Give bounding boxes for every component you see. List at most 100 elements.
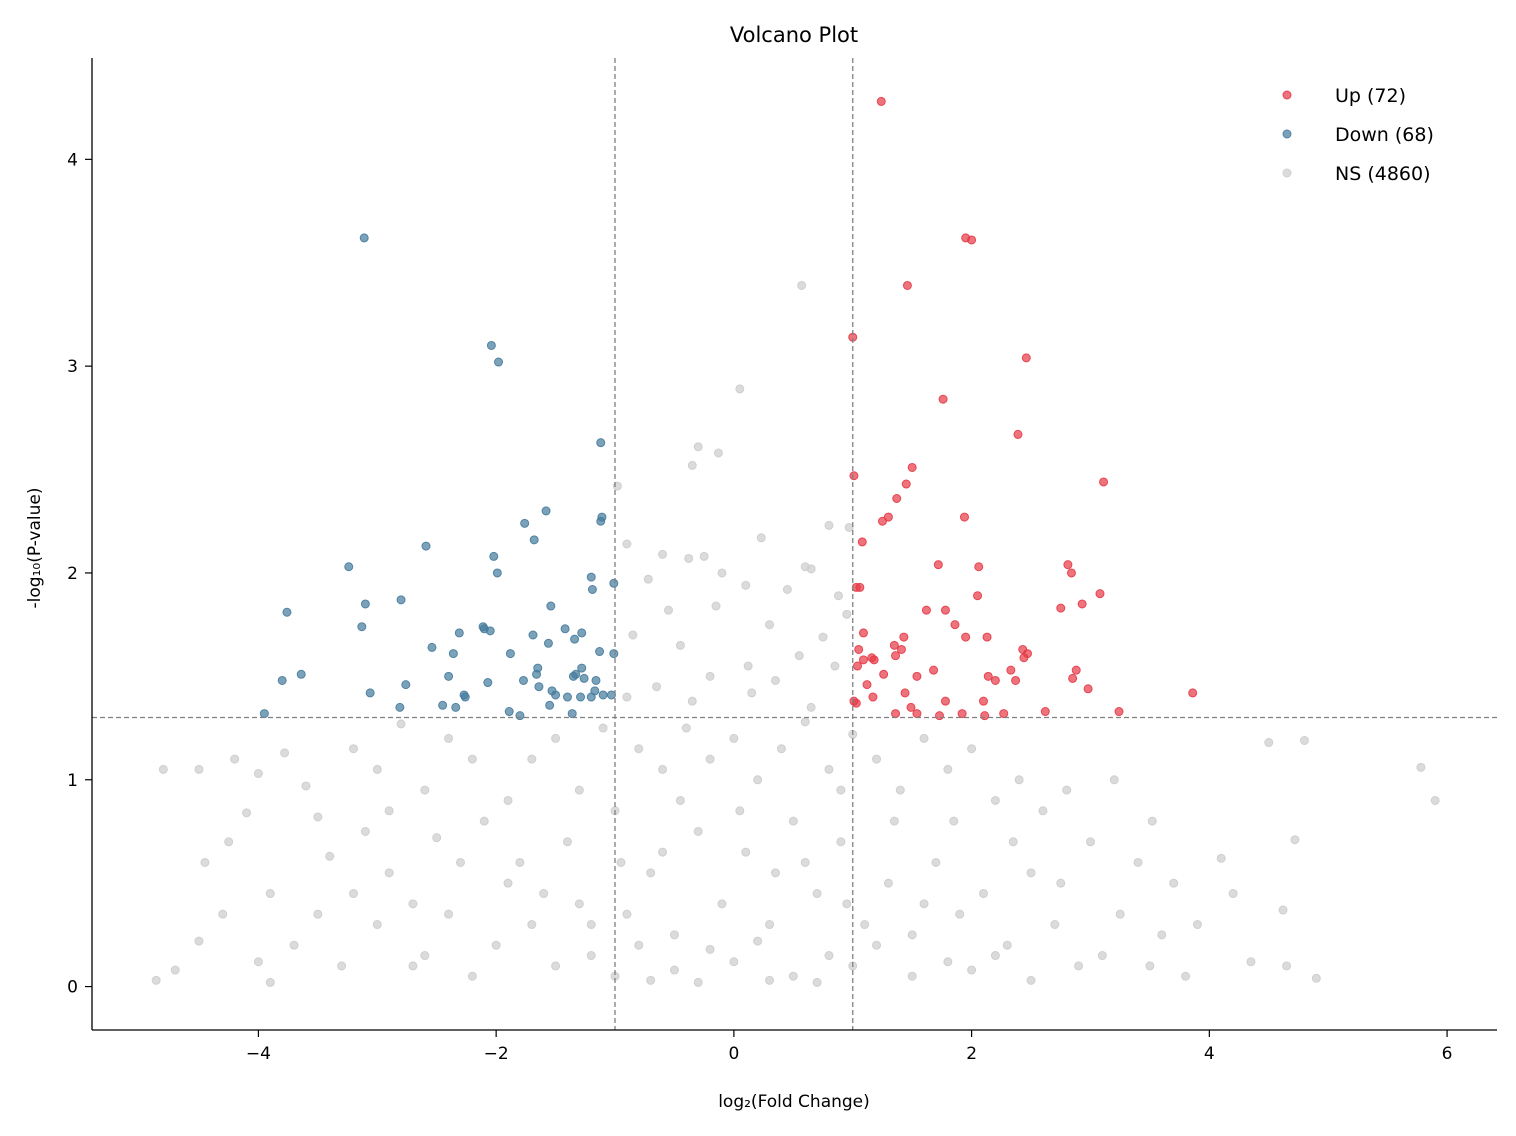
point-up-13 — [959, 512, 969, 522]
point-ns-145 — [444, 909, 454, 919]
point-ns-76 — [372, 920, 382, 930]
point-up-7 — [1013, 429, 1023, 439]
point-up-20 — [1066, 568, 1076, 578]
point-ns-103 — [967, 744, 977, 754]
points-layer — [151, 96, 1440, 987]
point-ns-56 — [218, 909, 228, 919]
point-up-15 — [877, 516, 887, 526]
point-ns-57 — [194, 936, 204, 946]
point-ns-122 — [622, 909, 632, 919]
y-tick-label: 3 — [67, 357, 78, 377]
point-ns-167 — [1056, 878, 1066, 888]
point-down-52 — [551, 690, 561, 700]
point-ns-160 — [574, 899, 584, 909]
point-ns-0 — [797, 280, 807, 290]
point-up-40 — [858, 655, 868, 665]
point-ns-99 — [872, 754, 882, 764]
legend-label-0: Up (72) — [1335, 85, 1406, 107]
point-ns-21 — [664, 605, 674, 615]
point-down-32 — [448, 649, 458, 659]
point-down-14 — [609, 578, 619, 588]
point-down-61 — [451, 702, 461, 712]
point-ns-27 — [743, 661, 753, 671]
point-up-66 — [980, 711, 990, 721]
point-ns-149 — [753, 936, 763, 946]
chart-title: Volcano Plot — [730, 23, 858, 47]
point-up-18 — [974, 562, 984, 572]
point-down-40 — [571, 669, 581, 679]
point-ns-133 — [1145, 961, 1155, 971]
point-ns-175 — [265, 977, 275, 987]
point-ns-117 — [836, 837, 846, 847]
point-ns-95 — [776, 744, 786, 754]
legend-marker-1 — [1282, 129, 1292, 139]
point-ns-89 — [634, 744, 644, 754]
y-tick-label: 4 — [67, 150, 78, 170]
point-ns-87 — [586, 920, 596, 930]
point-ns-3 — [687, 460, 697, 470]
point-ns-171 — [800, 857, 810, 867]
point-ns-58 — [253, 769, 263, 779]
point-ns-134 — [1181, 971, 1191, 981]
point-ns-154 — [1074, 961, 1084, 971]
point-up-57 — [868, 692, 878, 702]
point-up-25 — [1077, 599, 1087, 609]
point-ns-105 — [1014, 775, 1024, 785]
point-down-36 — [577, 663, 587, 673]
y-tick-label: 2 — [67, 564, 78, 584]
point-ns-132 — [1097, 951, 1107, 961]
point-ns-45 — [151, 975, 161, 985]
point-down-62 — [395, 702, 405, 712]
point-ns-176 — [1228, 889, 1238, 899]
point-ns-110 — [1133, 857, 1143, 867]
point-ns-148 — [705, 944, 715, 954]
point-ns-55 — [224, 837, 234, 847]
point-ns-172 — [919, 899, 929, 909]
point-ns-44 — [1311, 973, 1321, 983]
point-ns-100 — [895, 785, 905, 795]
point-ns-52 — [1246, 957, 1256, 967]
point-down-7 — [520, 518, 530, 528]
point-ns-53 — [194, 764, 204, 774]
point-down-28 — [570, 634, 580, 644]
point-up-0 — [876, 96, 886, 106]
legend-marker-0 — [1282, 90, 1292, 100]
point-ns-177 — [1157, 930, 1167, 940]
point-ns-73 — [455, 857, 465, 867]
point-ns-185 — [646, 975, 656, 985]
point-ns-118 — [788, 816, 798, 826]
point-ns-94 — [753, 775, 763, 785]
point-ns-6 — [622, 539, 632, 549]
point-ns-161 — [658, 847, 668, 857]
point-ns-179 — [253, 957, 263, 967]
point-ns-147 — [634, 940, 644, 950]
point-ns-115 — [931, 857, 941, 867]
point-ns-60 — [301, 781, 311, 791]
point-up-67 — [1040, 707, 1050, 717]
point-ns-17 — [842, 609, 852, 619]
point-up-70 — [999, 709, 1009, 719]
point-ns-12 — [699, 551, 709, 561]
point-ns-116 — [883, 878, 893, 888]
point-up-10 — [901, 479, 911, 489]
point-ns-183 — [765, 975, 775, 985]
point-down-47 — [534, 682, 544, 692]
point-ns-84 — [515, 857, 525, 867]
point-ns-11 — [684, 553, 694, 563]
point-ns-37 — [1264, 738, 1274, 748]
point-up-24 — [1095, 589, 1105, 599]
point-ns-15 — [800, 562, 810, 572]
point-ns-1 — [735, 384, 745, 394]
point-ns-135 — [551, 961, 561, 971]
point-ns-23 — [765, 620, 775, 630]
point-ns-104 — [990, 795, 1000, 805]
point-ns-170 — [735, 806, 745, 816]
point-ns-38 — [1299, 735, 1309, 745]
point-ns-43 — [1282, 961, 1292, 971]
point-ns-2 — [693, 442, 703, 452]
point-ns-169 — [675, 795, 685, 805]
point-up-26 — [1056, 603, 1066, 613]
point-up-53 — [1019, 653, 1029, 663]
point-down-48 — [401, 680, 411, 690]
point-ns-54 — [200, 857, 210, 867]
